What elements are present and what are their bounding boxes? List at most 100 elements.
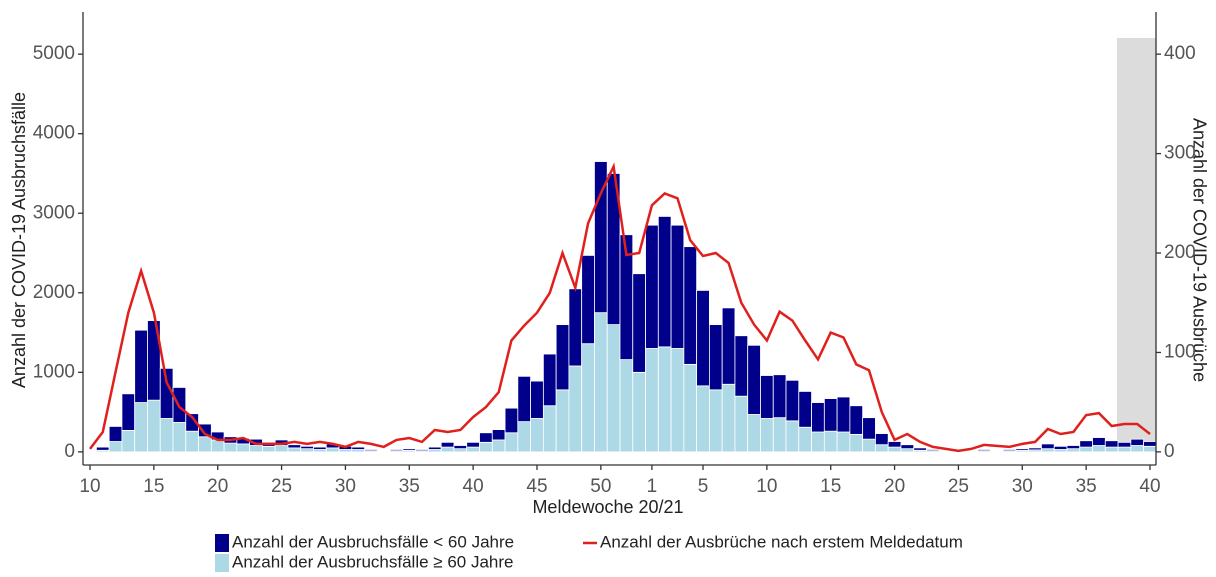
- bar: [671, 348, 684, 451]
- bar: [224, 443, 237, 452]
- bar: [569, 289, 582, 366]
- bar: [875, 445, 888, 452]
- bar: [313, 447, 326, 449]
- bar: [492, 440, 505, 452]
- bar: [633, 274, 646, 373]
- bar: [211, 440, 224, 452]
- bar: [288, 448, 301, 452]
- bar: [927, 449, 940, 450]
- bar: [978, 449, 991, 450]
- bar: [543, 354, 556, 406]
- x-tick-label: 30: [1012, 476, 1033, 497]
- bar: [658, 347, 671, 452]
- legend-label: Anzahl der Ausbrüche nach erstem Meldeda…: [600, 532, 963, 551]
- x-tick-label: 45: [526, 476, 547, 497]
- y2-tick-label: 300: [1164, 143, 1196, 164]
- x-tick-label: 15: [820, 476, 841, 497]
- bar: [837, 432, 850, 452]
- bar: [799, 391, 812, 427]
- bar: [569, 366, 582, 452]
- incomplete-period-shading: [1117, 38, 1156, 452]
- bar: [109, 426, 122, 441]
- bar: [454, 449, 467, 452]
- bar: [709, 390, 722, 452]
- y-axis-title: Anzahl der COVID-19 Ausbruchsfälle: [9, 92, 29, 388]
- bar: [428, 447, 441, 449]
- y-tick-label: 1000: [33, 361, 75, 382]
- bar: [748, 414, 761, 451]
- bar: [863, 439, 876, 452]
- bar: [505, 408, 518, 433]
- bar: [1144, 446, 1157, 452]
- x-tick-label: 1: [647, 476, 658, 497]
- bar: [646, 348, 659, 451]
- bar: [518, 422, 531, 452]
- bar: [1080, 447, 1093, 452]
- x-tick-label: 35: [399, 476, 420, 497]
- x-tick-label: 40: [1139, 476, 1160, 497]
- bar: [658, 216, 671, 346]
- x-tick-label: 15: [143, 476, 164, 497]
- bar: [1093, 446, 1106, 452]
- y-tick-label: 4000: [33, 123, 75, 144]
- bar: [352, 447, 365, 449]
- bar: [709, 325, 722, 390]
- bar: [390, 449, 403, 450]
- bar: [556, 325, 569, 390]
- bar: [812, 432, 825, 452]
- bar: [1067, 446, 1080, 449]
- x-tick-label: 30: [335, 476, 356, 497]
- bar: [135, 330, 148, 402]
- legend-label: Anzahl der Ausbruchsfälle ≥ 60 Jahre: [232, 552, 514, 571]
- bar: [1144, 442, 1157, 447]
- bar: [1093, 438, 1106, 446]
- y2-tick-label: 100: [1164, 341, 1196, 362]
- bar: [786, 380, 799, 421]
- bar: [480, 442, 493, 452]
- bar: [582, 344, 595, 452]
- legend-label: Anzahl der Ausbruchsfälle < 60 Jahre: [232, 532, 514, 551]
- bar: [722, 384, 735, 452]
- bar: [1029, 448, 1042, 450]
- bar: [531, 381, 544, 418]
- x-tick-label: 50: [590, 476, 611, 497]
- bar: [377, 450, 390, 451]
- bar: [735, 396, 748, 452]
- bar: [199, 437, 212, 452]
- bar: [1067, 449, 1080, 452]
- bar: [288, 445, 301, 448]
- bar: [914, 448, 927, 450]
- bar: [262, 446, 275, 452]
- bar: [824, 399, 837, 432]
- bar: [748, 345, 761, 414]
- bar: [1131, 446, 1144, 452]
- bar: [275, 446, 288, 452]
- bar: [722, 308, 735, 384]
- bar: [1054, 446, 1067, 449]
- bar: [620, 360, 633, 452]
- bar: [480, 433, 493, 443]
- bar: [863, 418, 876, 439]
- bar: [454, 446, 467, 449]
- bar: [697, 290, 710, 385]
- bar: [147, 400, 160, 452]
- bar: [799, 427, 812, 452]
- bar: [160, 418, 173, 451]
- bar: [773, 418, 786, 452]
- bar: [760, 376, 773, 419]
- legend-swatch: [215, 554, 229, 572]
- bar: [812, 403, 825, 432]
- bar: [850, 406, 863, 435]
- y2-tick-label: 0: [1164, 441, 1175, 462]
- bar: [543, 406, 556, 452]
- bar: [467, 447, 480, 452]
- x-tick-label: 20: [884, 476, 905, 497]
- bar: [684, 364, 697, 451]
- bar: [888, 447, 901, 452]
- bar: [1118, 447, 1131, 452]
- x-tick-label: 20: [207, 476, 228, 497]
- x-tick-label: 25: [271, 476, 292, 497]
- bar: [441, 442, 454, 447]
- bar: [646, 225, 659, 348]
